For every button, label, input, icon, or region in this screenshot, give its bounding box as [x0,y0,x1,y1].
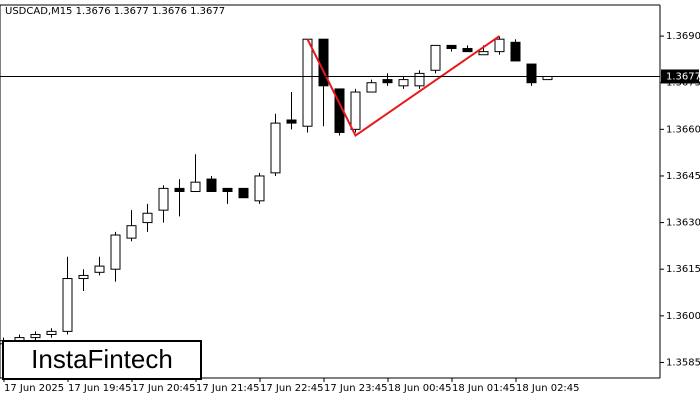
candle-body [142,212,153,224]
y-tick-label: 1.3660 [666,124,700,135]
candle-body [78,274,89,280]
candle-body [190,181,201,193]
candle-body [30,333,41,339]
candle-body [286,119,297,124]
x-tick-label: 17 Jun 19:45 [68,383,132,394]
current-price-label: 1.3677 [666,71,700,82]
candle-body [94,265,105,273]
candle-body [270,122,281,174]
current-price-box [661,69,699,84]
candle-body [462,48,473,53]
y-tick-label: 1.3615 [666,264,700,275]
candle-body [126,225,137,239]
pattern-line [306,35,501,138]
candle-body [398,79,409,87]
candle-body [254,175,265,202]
candle-body [446,44,457,50]
candle-body [526,63,537,84]
logo-box [2,340,202,380]
candle-body [174,187,185,192]
candle-body [478,51,489,56]
candle-body [430,44,441,71]
candle-body [366,82,377,93]
candle-body [494,38,505,53]
y-tick-label: 1.3600 [666,311,700,322]
y-tick-label: 1.3630 [666,218,700,229]
candle-body [382,79,393,84]
candle-body [158,187,169,211]
logo: InstaFintech [31,344,173,374]
y-tick-label: 1.3690 [666,31,700,42]
y-tick-label: 1.3585 [666,357,700,368]
candle-body [46,330,57,335]
x-tick-label: 18 Jun 02:45 [516,383,580,394]
x-tick-label: 17 Jun 22:45 [260,383,324,394]
candle-body [350,91,361,130]
candle-body [414,72,425,87]
candle-body [206,178,217,192]
y-tick-label: 1.3645 [666,171,700,182]
candle-body [62,278,73,332]
candle-body [110,234,121,270]
candle-body [222,187,233,192]
candle-body [238,187,249,199]
x-tick-label: 18 Jun 01:45 [452,383,516,394]
x-tick-label: 17 Jun 2025 [4,383,64,394]
plot-area [0,35,553,347]
x-tick-label: 17 Jun 20:45 [132,383,196,394]
chart-title: USDCAD,M15 1.3676 1.3677 1.3676 1.3677 [5,6,225,17]
candle-body [510,41,521,62]
x-tick-label: 17 Jun 21:45 [196,383,260,394]
candle-body [302,38,313,127]
x-tick-label: 17 Jun 23:45 [324,383,388,394]
x-tick-label: 18 Jun 00:45 [388,383,452,394]
